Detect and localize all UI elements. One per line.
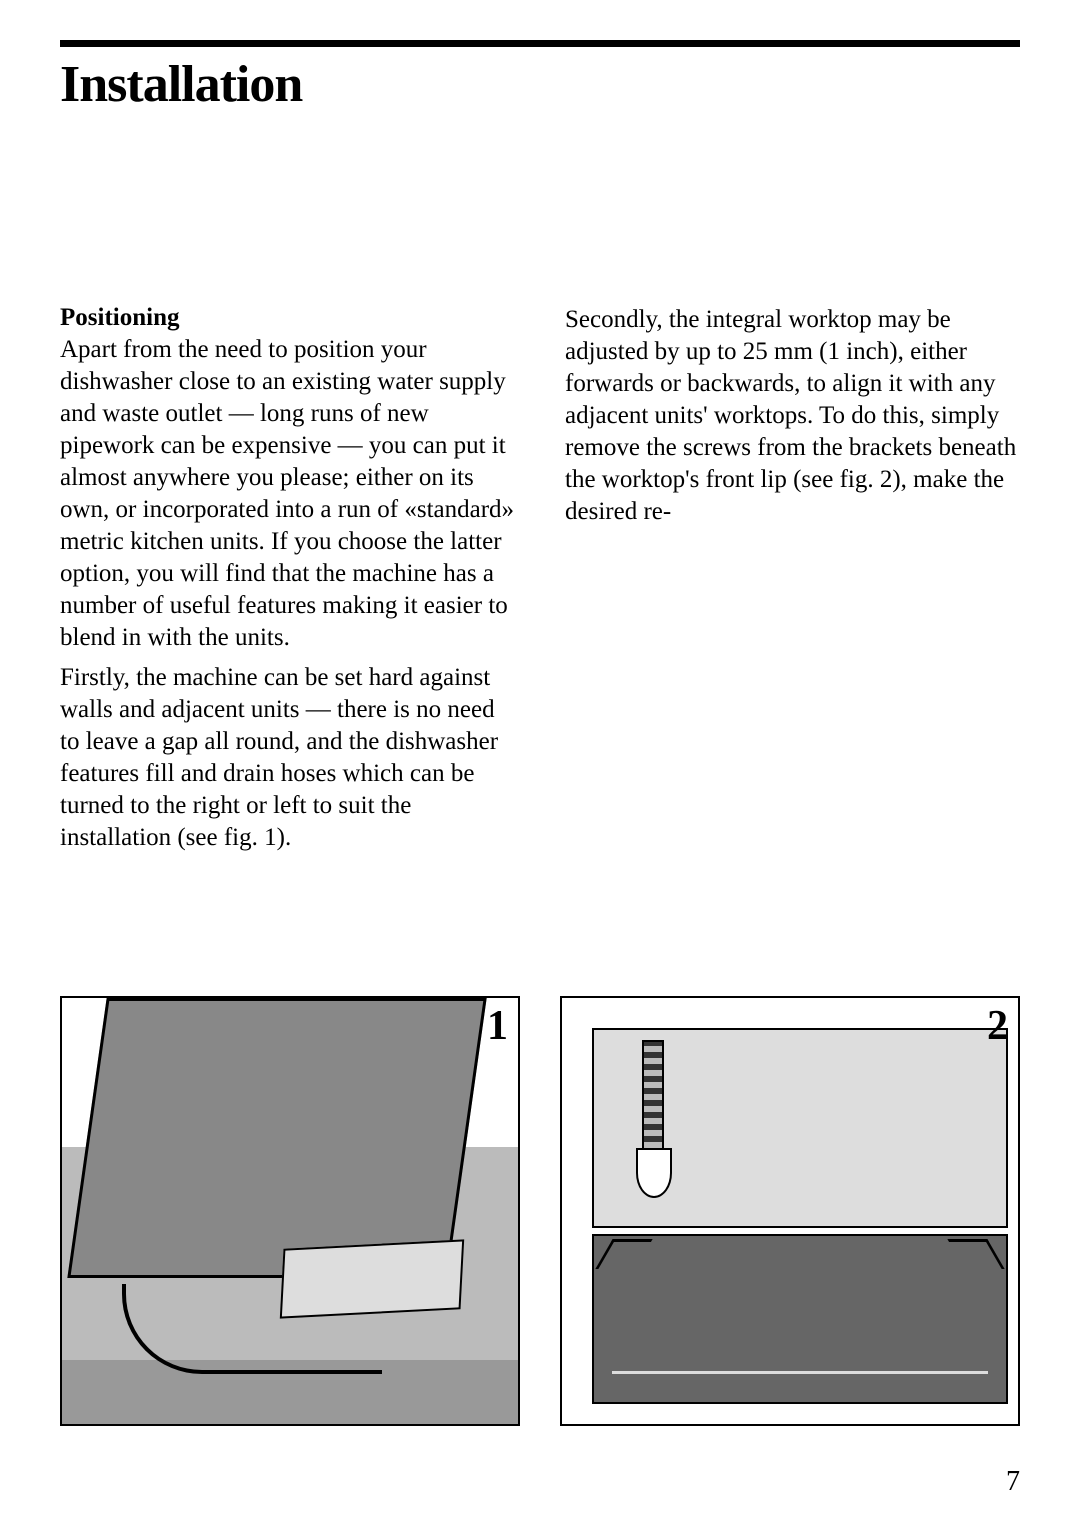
left-para-2: Firstly, the machine can be set hard aga…: [60, 662, 515, 854]
left-para-1: Apart from the need to position your dis…: [60, 334, 515, 654]
figure-2-bottom-panel: [592, 1234, 1008, 1404]
figure-1-hose: [122, 1284, 382, 1374]
page-number: 7: [1006, 1466, 1020, 1498]
horizontal-rule: [60, 40, 1020, 47]
figures-row: 1 2: [60, 996, 1020, 1426]
figure-2-screwhead: [636, 1148, 672, 1198]
right-column: Secondly, the integral worktop may be ad…: [565, 304, 1020, 854]
figure-2-label: 2: [987, 1002, 1008, 1050]
figure-1: 1: [60, 996, 520, 1426]
left-column: Positioning Apart from the need to posit…: [60, 304, 515, 854]
subheading-positioning: Positioning: [60, 304, 515, 332]
figure-1-label: 1: [487, 1002, 508, 1050]
page-title: Installation: [60, 55, 1020, 114]
figure-2: 2: [560, 996, 1020, 1426]
figure-2-rail: [612, 1371, 988, 1374]
text-columns: Positioning Apart from the need to posit…: [60, 304, 1020, 854]
figure-1-panel: [67, 998, 486, 1278]
right-para-1: Secondly, the integral worktop may be ad…: [565, 304, 1020, 528]
